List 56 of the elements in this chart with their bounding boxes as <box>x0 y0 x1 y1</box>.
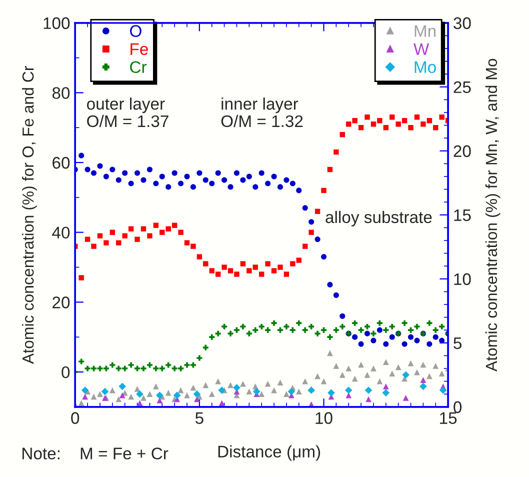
y2-tick-label: 30 <box>454 17 471 30</box>
y2-tick-label: 10 <box>454 273 471 286</box>
point <box>193 390 201 398</box>
point <box>101 388 109 396</box>
y-tick-label: 60 <box>52 156 70 169</box>
y2-axis-title: Atomic concentration (%) for Mn, W, and Mo <box>485 58 500 372</box>
annotation: alloy substrate <box>326 210 432 226</box>
point <box>439 386 447 394</box>
point <box>136 390 144 398</box>
point <box>344 386 352 394</box>
point <box>366 396 372 402</box>
point <box>156 392 164 400</box>
point <box>382 383 389 390</box>
y-tick-label: 40 <box>52 226 70 239</box>
legend-label: Mn <box>414 25 436 37</box>
point <box>328 389 335 396</box>
x-tick-label: 10 <box>316 412 332 424</box>
x-tick-label: 0 <box>71 412 80 424</box>
legend-label: Mo <box>414 61 436 74</box>
point <box>420 382 427 390</box>
legend-label: O <box>130 25 142 37</box>
point <box>173 392 181 400</box>
y-tick-label: 0 <box>62 366 70 378</box>
y2-tick-label: 5 <box>454 337 462 350</box>
point <box>252 388 260 396</box>
x-axis-title: Distance (μm) <box>218 445 320 461</box>
legend-label: Fe <box>130 43 148 55</box>
point <box>288 388 296 396</box>
point <box>218 386 226 394</box>
point <box>382 389 390 396</box>
y2-tick-label: 0 <box>454 401 462 414</box>
y2-tick-label: 25 <box>454 81 471 94</box>
x-tick-label: 5 <box>195 412 204 424</box>
point <box>420 377 426 383</box>
annotation: outer layer O/M = 1.37 <box>87 98 168 128</box>
point <box>218 400 225 406</box>
y-tick-label: 80 <box>52 87 70 99</box>
point <box>119 392 126 398</box>
annotation: inner layer O/M = 1.32 <box>221 98 303 128</box>
legend-label: Cr <box>130 61 147 74</box>
text: Note: M = Fe + Cr <box>22 448 168 460</box>
x-tick-label: 15 <box>440 412 457 424</box>
y2-tick-label: 20 <box>454 145 471 158</box>
point <box>233 384 240 392</box>
y-axis-title: Atomic concentration (%) for O, Fe and Cr <box>22 66 37 364</box>
point <box>364 386 372 394</box>
point <box>402 394 409 401</box>
y-tick-label: 100 <box>44 17 70 30</box>
point <box>118 382 126 390</box>
y2-tick-label: 15 <box>454 209 471 222</box>
point <box>81 386 89 394</box>
point <box>136 400 143 406</box>
point <box>82 394 88 400</box>
point <box>402 371 410 379</box>
legend-label: W <box>414 43 430 55</box>
y-tick-label: 20 <box>52 296 70 308</box>
